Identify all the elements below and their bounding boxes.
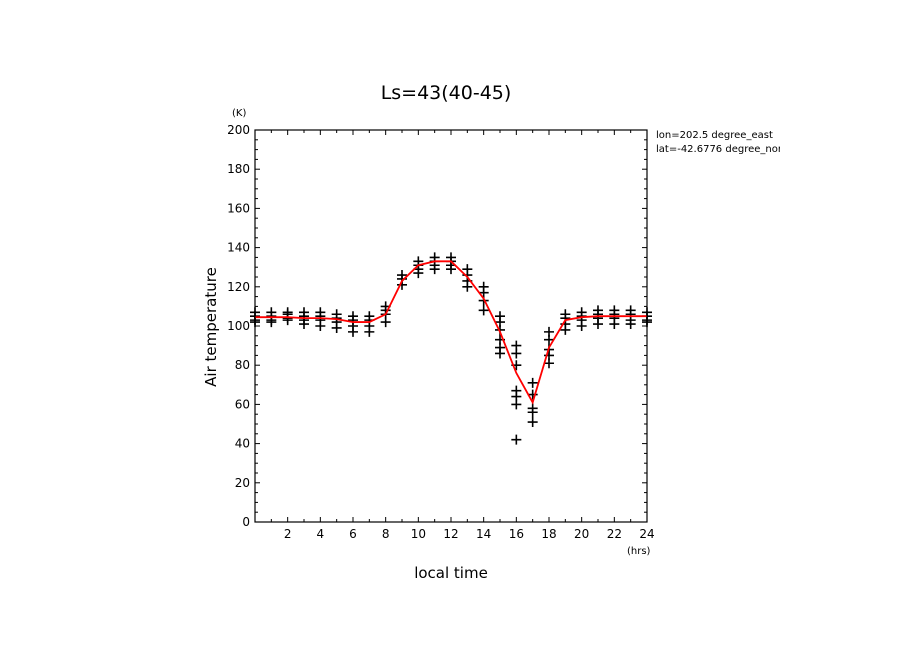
x-tick-label: 10 — [411, 527, 426, 541]
x-tick-label: 12 — [443, 527, 458, 541]
x-tick-label: 22 — [607, 527, 622, 541]
annotations: lon=202.5 degree_east lat=-42.6776 degre… — [656, 130, 792, 155]
scatter-point — [544, 358, 554, 369]
y-tick-label: 120 — [227, 280, 250, 294]
x-tick-label: 6 — [349, 527, 357, 541]
scatter-point — [462, 281, 473, 292]
x-tick-label: 14 — [476, 527, 491, 541]
y-tick-label: 20 — [235, 476, 250, 490]
y-tick-label: 180 — [227, 162, 250, 176]
scatter-point — [511, 399, 522, 410]
scatter-point — [609, 319, 620, 330]
scatter-point — [429, 264, 440, 275]
x-tick-label: 4 — [317, 527, 325, 541]
y-axis-label: Air temperature — [202, 267, 220, 387]
y-axis-unit: (K) — [232, 108, 246, 119]
scatter-point — [478, 305, 489, 316]
annotation-lon: lon=202.5 degree_east — [656, 130, 773, 141]
scatter-point — [527, 407, 538, 418]
x-tick-label: 18 — [541, 527, 556, 541]
scatter-point — [348, 326, 358, 337]
scatter-point — [527, 377, 538, 388]
scatter-point — [560, 324, 571, 335]
x-tick-label: 8 — [382, 527, 390, 541]
scatter-point — [511, 348, 522, 359]
scatter-point — [380, 317, 391, 328]
scatter-point — [593, 319, 603, 330]
scatter-point — [576, 321, 587, 331]
x-axis-label: local time — [414, 564, 488, 582]
plot-border — [254, 129, 648, 523]
x-tick-label: 20 — [574, 527, 589, 541]
chart-title: Ls=43(40-45) — [381, 82, 512, 104]
scatter-point — [315, 321, 326, 331]
scatter-point — [527, 417, 538, 428]
scatter-point — [544, 334, 554, 345]
y-tick-label: 80 — [235, 358, 250, 372]
y-tick-label: 160 — [227, 201, 250, 215]
scatter-point — [625, 319, 636, 330]
scatter-point — [511, 434, 522, 445]
scatter-point — [299, 319, 309, 330]
y-tick-label: 200 — [227, 123, 250, 137]
plot-frame — [254, 129, 648, 523]
y-tick-label: 40 — [235, 437, 250, 451]
y-tick-label: 100 — [227, 319, 250, 333]
scatter-point — [446, 264, 456, 275]
scatter-point — [266, 317, 277, 328]
mean-line-group — [255, 260, 647, 405]
scatter-markers — [250, 252, 652, 445]
scatter-point — [495, 348, 505, 359]
annotation-lat: lat=-42.6776 degree_north — [656, 144, 792, 155]
scatter-point — [364, 326, 375, 337]
x-tick-label: 2 — [284, 527, 292, 541]
right-edge-mask — [780, 120, 904, 170]
mean-line — [255, 260, 647, 405]
scatter-point — [413, 268, 424, 279]
x-axis-unit: (hrs) — [627, 546, 651, 557]
scatter-point — [331, 322, 342, 333]
y-tick-label: 140 — [227, 241, 250, 255]
x-tick-label: 16 — [509, 527, 524, 541]
y-tick-label: 60 — [235, 397, 250, 411]
y-tick-label: 0 — [242, 515, 250, 529]
x-tick-label: 24 — [639, 527, 654, 541]
